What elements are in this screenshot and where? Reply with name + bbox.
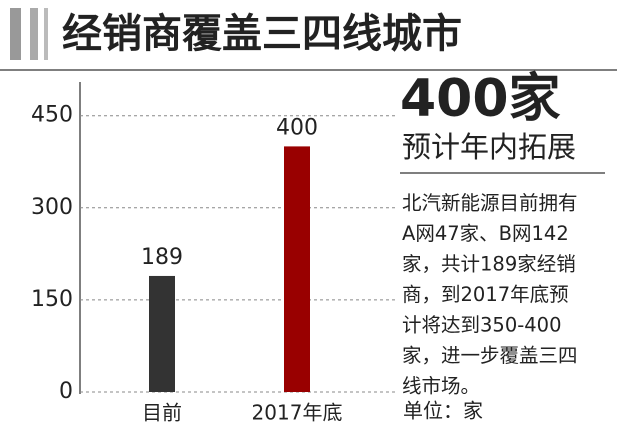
description-line: 家，进一步覆盖三四 bbox=[402, 344, 578, 367]
unit-note: 单位：家 bbox=[403, 399, 483, 423]
x-tick-label: 目前 bbox=[142, 401, 182, 425]
bar bbox=[284, 146, 310, 392]
x-tick-label: 2017年底 bbox=[252, 401, 343, 425]
value-label: 400 bbox=[276, 115, 318, 140]
description-line: 北汽新能源目前拥有 bbox=[402, 192, 578, 215]
title-decor bbox=[30, 8, 38, 60]
chart-title: 经销商覆盖三四线城市 bbox=[62, 11, 462, 57]
title-decor bbox=[44, 8, 48, 60]
y-tick-label: 0 bbox=[59, 379, 73, 404]
description-line: A网47家、B网142 bbox=[402, 222, 569, 245]
title-decor bbox=[10, 8, 21, 60]
y-tick-label: 150 bbox=[31, 287, 73, 312]
description-line: 商，到2017年底预 bbox=[402, 283, 569, 306]
bar bbox=[149, 275, 175, 392]
headline: 400家 bbox=[400, 69, 561, 129]
description-line: 计将达到350-400 bbox=[402, 314, 561, 337]
y-tick-label: 450 bbox=[31, 103, 73, 128]
subhead: 预计年内拓展 bbox=[402, 130, 576, 164]
description-line: 家，共计189家经销 bbox=[402, 253, 576, 276]
y-tick-label: 300 bbox=[31, 195, 73, 220]
description-line: 线市场。 bbox=[402, 375, 480, 398]
value-label: 189 bbox=[141, 245, 183, 270]
